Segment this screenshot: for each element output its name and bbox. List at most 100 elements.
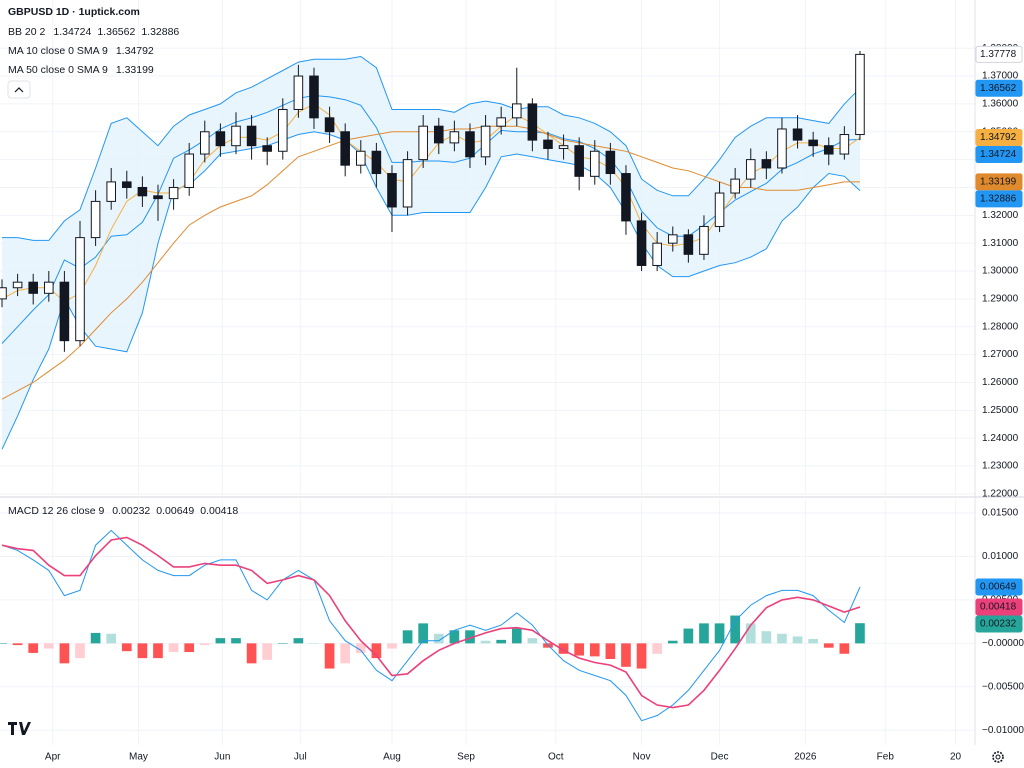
- x-tick-label: Apr: [45, 752, 61, 763]
- candle-body: [153, 195, 163, 200]
- x-tick-label: Nov: [633, 752, 651, 763]
- histogram-bar: [137, 643, 148, 659]
- histogram-bar: [574, 643, 585, 656]
- histogram-bar: [309, 643, 319, 644]
- histogram-bar: [558, 643, 569, 654]
- candle-body: [714, 192, 725, 227]
- candle-body: [730, 178, 740, 194]
- candle-body: [558, 145, 569, 149]
- bollinger-upper: [2, 55, 861, 241]
- price-badge-label: 0.00649: [980, 582, 1017, 593]
- settings-icon-core[interactable]: [995, 754, 1001, 760]
- candle-body: [636, 220, 647, 266]
- y-tick-label: 1.27000: [982, 349, 1019, 360]
- histogram-bar: [28, 643, 39, 653]
- y-tick-label: −0.01000: [982, 725, 1024, 736]
- histogram-bar: [168, 643, 179, 653]
- histogram-bar: [324, 643, 335, 669]
- candle-body: [433, 125, 444, 144]
- candle-body: [355, 150, 366, 166]
- y-tick-label: 1.32000: [982, 210, 1019, 221]
- indicator-value: 1.32886: [141, 26, 179, 38]
- indicator-value: 1.34792: [116, 45, 154, 57]
- axes: Apr May Jun Jul Aug Sep Oct Nov Dec 2026 Feb 20 1.22…: [45, 43, 1024, 763]
- y-tick-label: −0.00000: [982, 638, 1024, 649]
- candle-body: [215, 131, 226, 147]
- settings-icon[interactable]: [992, 751, 1004, 763]
- candle-body: [184, 153, 194, 188]
- header: GBPUSD 1D · 1uptick.com BB 20 2 1.34724 1.…: [8, 6, 238, 517]
- bollinger-lower: [1, 131, 861, 450]
- candle-body: [44, 281, 54, 294]
- y-tick-label: 1.36000: [982, 99, 1019, 110]
- histogram-bar: [340, 643, 351, 664]
- price-badge: [975, 45, 1023, 63]
- candle-body: [59, 281, 70, 342]
- histogram-bar: [480, 640, 491, 644]
- price-badge: [975, 598, 1023, 616]
- indicator-value: 1.34724: [53, 26, 91, 38]
- candle-body: [605, 150, 616, 175]
- candle-body: [667, 234, 678, 244]
- candle-body: [589, 150, 600, 177]
- histogram-bar: [75, 643, 85, 659]
- histogram-bar: [683, 628, 694, 644]
- x-tick-label: Dec: [711, 752, 729, 763]
- candle-body: [621, 173, 631, 222]
- price-badge-label: 1.37778: [980, 49, 1017, 60]
- x-tick-label: Oct: [548, 752, 564, 763]
- x-tick-label: 20: [950, 752, 962, 763]
- candle-body: [137, 186, 148, 197]
- candle-body: [745, 159, 756, 180]
- collapse-button[interactable]: [7, 80, 31, 99]
- price-badge-label: 1.36562: [980, 83, 1017, 94]
- histogram-bar: [371, 643, 382, 659]
- collapse-button-box[interactable]: [7, 80, 31, 99]
- settings-button[interactable]: [992, 751, 1004, 763]
- indicator-label: MACD 12 26 close 9: [8, 505, 104, 517]
- candle-body: [106, 181, 116, 202]
- histogram-bar: [589, 643, 600, 657]
- histogram-bar: [792, 636, 803, 644]
- candle-body: [761, 159, 772, 169]
- y-tick-label: 1.30000: [982, 266, 1019, 277]
- x-tick-label: May: [129, 752, 148, 763]
- histogram-bar: [387, 643, 397, 649]
- histogram-bar: [855, 623, 865, 644]
- histogram-bar: [699, 623, 709, 644]
- collapse-icon[interactable]: [14, 87, 24, 93]
- histogram-bar: [246, 643, 257, 664]
- histogram-bar: [823, 643, 834, 648]
- histogram-bar: [90, 632, 101, 644]
- candle-body: [293, 75, 304, 110]
- histogram-bar: [12, 643, 23, 646]
- x-tick-label: 2026: [794, 752, 817, 763]
- x-tick-label: Aug: [383, 752, 401, 763]
- histogram-bar: [43, 643, 54, 649]
- price-badge-label: 1.34724: [980, 149, 1017, 160]
- histogram-bar: [262, 643, 273, 660]
- logo: [8, 722, 31, 735]
- y-tick-label: −0.00500: [982, 681, 1024, 692]
- histogram-bar: [730, 615, 740, 644]
- x-tick-label: Jul: [294, 752, 307, 763]
- macd-line: [1, 529, 861, 722]
- candle-body: [277, 108, 288, 152]
- moving-average: [1, 125, 860, 400]
- histogram-bar: [433, 633, 444, 644]
- histogram-bar: [418, 623, 429, 644]
- candle-body: [808, 139, 818, 147]
- histogram-bar: [496, 639, 507, 644]
- candle-body: [12, 281, 23, 289]
- price-badge-label: 1.33199: [980, 177, 1017, 188]
- plot-area: [0, 50, 865, 722]
- histogram-bar: [59, 643, 70, 664]
- candle-body: [262, 145, 272, 152]
- candle-body: [839, 134, 850, 155]
- indicator-label: MA 10 close 0 SMA 9: [8, 45, 108, 57]
- indicator-value: 1.33199: [116, 64, 154, 76]
- price-badge: [975, 129, 1023, 147]
- histogram-bar: [215, 638, 226, 644]
- y-tick-label: 1.26000: [982, 377, 1019, 388]
- price-badge-label: 0.00418: [980, 602, 1017, 613]
